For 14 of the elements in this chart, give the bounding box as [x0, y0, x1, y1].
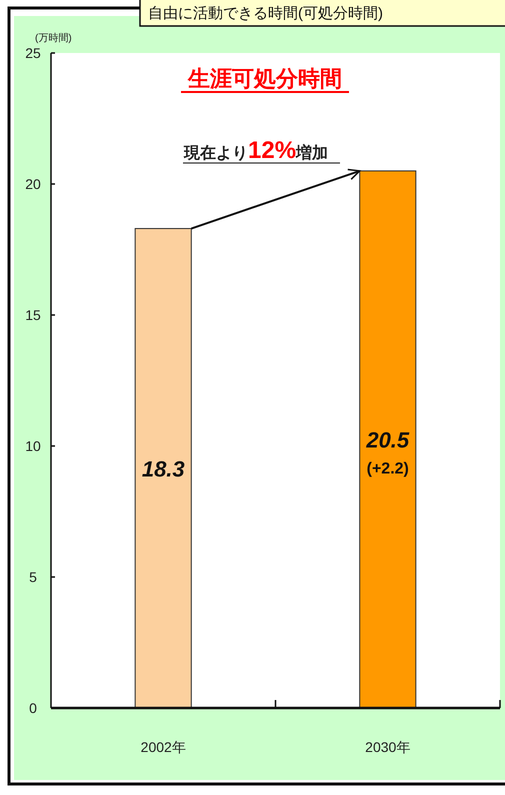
y-tick-label: 5 — [29, 569, 38, 585]
annotation: (+2.2) — [366, 460, 409, 478]
data-label: 20.5 — [365, 427, 410, 452]
text: 生涯可処分時間 — [187, 66, 342, 91]
y-tick-label: 15 — [25, 307, 41, 323]
x-tick-label: 2030年 — [365, 739, 410, 755]
chart-subtitle: 自由に活動できる時間(可処分時間) — [148, 5, 383, 22]
x-tick-label: 2002年 — [140, 739, 186, 755]
y-tick-label: 0 — [29, 700, 38, 716]
data-label: 18.3 — [142, 456, 185, 482]
y-tick-label: 20 — [25, 176, 41, 192]
y-axis-title: (万時間) — [35, 32, 72, 44]
y-tick-label: 25 — [25, 45, 41, 61]
y-tick-label: 10 — [25, 438, 41, 454]
